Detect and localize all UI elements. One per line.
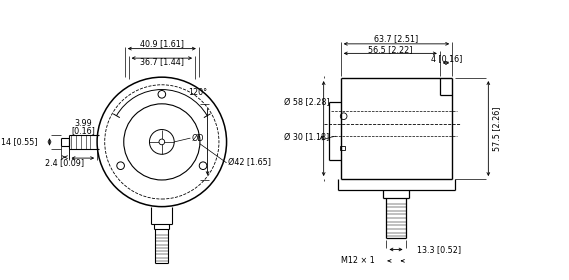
- Text: M12 × 1: M12 × 1: [341, 256, 375, 265]
- Text: Ø42 [1.65]: Ø42 [1.65]: [229, 158, 271, 167]
- Text: Ø 58 [2.28]: Ø 58 [2.28]: [284, 98, 329, 107]
- Text: 56.5 [2.22]: 56.5 [2.22]: [368, 45, 413, 54]
- Text: Ø 30 [1.18]: Ø 30 [1.18]: [284, 133, 329, 142]
- Text: [0.16]: [0.16]: [71, 126, 95, 135]
- Text: 2.4 [0.09]: 2.4 [0.09]: [45, 158, 84, 167]
- Text: 63.7 [2.51]: 63.7 [2.51]: [374, 34, 418, 43]
- Text: 36.7 [1.44]: 36.7 [1.44]: [140, 57, 184, 66]
- Text: 13.3 [0.52]: 13.3 [0.52]: [417, 245, 461, 254]
- Text: 4 [0.16]: 4 [0.16]: [431, 55, 462, 64]
- Text: 14 [0.55]: 14 [0.55]: [2, 137, 38, 146]
- Text: 57.5 [2.26]: 57.5 [2.26]: [492, 106, 501, 151]
- Text: ØD: ØD: [191, 134, 204, 143]
- Text: 120°: 120°: [188, 88, 208, 97]
- Text: 40.9 [1.61]: 40.9 [1.61]: [140, 39, 184, 48]
- Text: 3.99: 3.99: [74, 119, 92, 128]
- Bar: [340, 146, 345, 150]
- Circle shape: [159, 139, 164, 145]
